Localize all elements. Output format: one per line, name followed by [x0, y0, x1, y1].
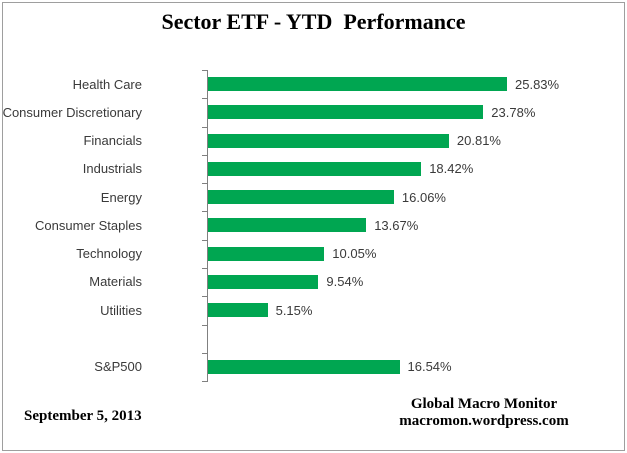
- bar-row: Consumer Staples 13.67%: [0, 211, 627, 239]
- value-bar: [208, 133, 449, 148]
- category-label: Materials: [89, 274, 142, 290]
- data-label: 18.42%: [429, 161, 474, 177]
- axis-tick: [202, 324, 208, 326]
- bar-row: Health Care 25.83%: [0, 70, 627, 98]
- axis-tick: [202, 381, 208, 382]
- category-label: Consumer Staples: [35, 217, 142, 233]
- spacer-row: [0, 324, 627, 352]
- value-bar: [208, 359, 400, 374]
- axis-tick: [202, 70, 208, 71]
- category-label: Financials: [83, 133, 142, 149]
- data-label: 20.81%: [456, 133, 501, 149]
- value-bar: [208, 218, 367, 233]
- category-label: Consumer Discretionary: [2, 104, 142, 120]
- axis-tick: [202, 211, 208, 213]
- axis-tick: [202, 126, 208, 128]
- value-bar: [208, 246, 325, 261]
- axis-tick: [202, 183, 208, 185]
- data-label: 13.67%: [374, 217, 419, 233]
- bar-row: Technology 10.05%: [0, 240, 627, 268]
- value-bar: [208, 105, 484, 120]
- category-axis-line: [207, 70, 208, 381]
- bar-row: S&P500 16.54%: [0, 353, 627, 381]
- value-bar: [208, 77, 507, 92]
- bar-row: Financials 20.81%: [0, 127, 627, 155]
- bar-row: Utilities 5.15%: [0, 296, 627, 324]
- data-label: 25.83%: [515, 76, 560, 92]
- axis-tick: [202, 267, 208, 269]
- axis-tick: [202, 296, 208, 298]
- bar-row: Energy 16.06%: [0, 183, 627, 211]
- axis-tick: [202, 352, 208, 354]
- data-label: 16.06%: [401, 189, 446, 205]
- value-bar: [208, 303, 268, 318]
- bar-row: Materials 9.54%: [0, 268, 627, 296]
- value-bar: [208, 274, 319, 289]
- data-label: 9.54%: [326, 274, 364, 290]
- footer-source-url: macromon.wordpress.com: [399, 413, 569, 429]
- data-label: 23.78%: [491, 104, 536, 120]
- data-label: 10.05%: [332, 246, 377, 262]
- footer-source: Global Macro Monitor macromon.wordpress.…: [369, 396, 599, 430]
- axis-tick: [202, 98, 208, 100]
- data-label: 16.54%: [407, 359, 452, 375]
- category-label: S&P500: [94, 359, 142, 375]
- footer-source-name: Global Macro Monitor: [410, 396, 558, 412]
- category-label: Technology: [76, 246, 142, 262]
- footer-date: September 5, 2013: [24, 408, 142, 424]
- axis-tick: [202, 239, 208, 241]
- chart-title: Sector ETF - YTD Performance: [161, 9, 466, 34]
- category-label: Utilities: [100, 302, 142, 318]
- category-label: Industrials: [82, 161, 142, 177]
- bar-row: Industrials 18.42%: [0, 155, 627, 183]
- plot-area: Health Care 25.83% Consumer Discretionary 2…: [0, 70, 627, 381]
- data-label: 5.15%: [275, 302, 313, 318]
- value-bar: [208, 190, 394, 205]
- axis-tick: [202, 154, 208, 156]
- value-bar: [208, 161, 422, 176]
- category-label: Energy: [100, 189, 142, 205]
- category-label: Health Care: [72, 76, 142, 92]
- bar-row: Consumer Discretionary 23.78%: [0, 98, 627, 126]
